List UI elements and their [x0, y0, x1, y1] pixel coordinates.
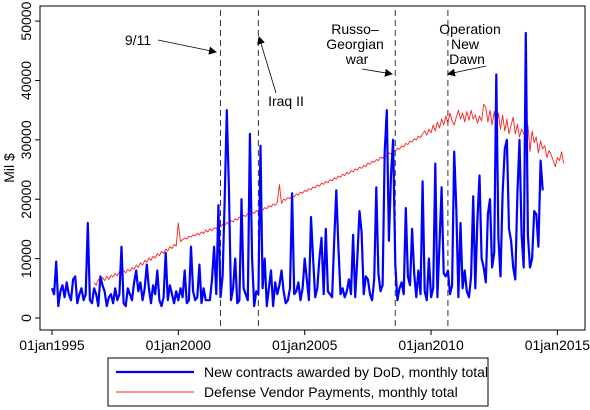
- x-tick-label: 01jan2000: [146, 337, 212, 353]
- series-lines: [50, 31, 565, 308]
- plot-frame: [39, 5, 586, 331]
- event-arrow: [447, 65, 487, 77]
- event-annotations: 9/11 Iraq II Russo– Georgian war Operation New…: [125, 21, 501, 109]
- y-tick-label: 20000: [18, 180, 34, 219]
- event-annotation: Operation New Dawn: [439, 21, 501, 77]
- event-label-line: Dawn: [449, 51, 485, 67]
- x-tick-label: 01jan1995: [19, 337, 85, 353]
- event-annotation: 9/11: [125, 32, 217, 55]
- event-label: Russo– Georgian war: [326, 21, 384, 67]
- x-tick-label: 01jan2005: [272, 337, 338, 353]
- event-annotation: Iraq II: [257, 36, 304, 109]
- event-label-line: Georgian: [326, 36, 384, 52]
- y-tick-label: 50000: [18, 1, 34, 40]
- y-axis: 0 10000 20000 30000 40000 50000: [18, 1, 40, 322]
- event-label-line: Russo–: [331, 21, 379, 37]
- series-line-vendor-payments: [93, 103, 565, 286]
- y-tick-label: 40000: [18, 61, 34, 100]
- event-label: Iraq II: [268, 93, 304, 109]
- plot-border: [39, 5, 586, 331]
- x-tick-label: 01jan2010: [398, 337, 464, 353]
- event-arrow: [157, 39, 217, 55]
- event-arrow: [361, 68, 393, 77]
- event-label: 9/11: [125, 32, 151, 48]
- y-tick-label: 10000: [18, 239, 34, 278]
- event-annotation: Russo– Georgian war: [326, 21, 393, 77]
- x-tick-label: 01jan2015: [525, 337, 590, 353]
- y-tick-label: 0: [18, 314, 34, 322]
- legend-label-dod-contracts: New contracts awarded by DoD, monthly to…: [204, 364, 488, 380]
- event-arrow: [257, 36, 277, 94]
- legend-label-vendor-payments: Defense Vendor Payments, monthly total: [204, 384, 458, 400]
- event-label-line: Operation: [439, 21, 500, 37]
- legend: New contracts awarded by DoD, monthly to…: [107, 357, 489, 407]
- legend-box: [107, 357, 489, 407]
- x-axis: 01jan1995 01jan2000 01jan2005 01jan2010 01ja…: [19, 330, 590, 353]
- event-lines: [219, 10, 449, 330]
- event-label: Operation New Dawn: [439, 21, 500, 67]
- series-line-dod-contracts: [50, 31, 544, 308]
- y-axis-label: Mil $: [1, 153, 17, 183]
- y-tick-label: 30000: [18, 120, 34, 159]
- event-label-line: war: [345, 51, 369, 67]
- event-label-line: New: [451, 36, 480, 52]
